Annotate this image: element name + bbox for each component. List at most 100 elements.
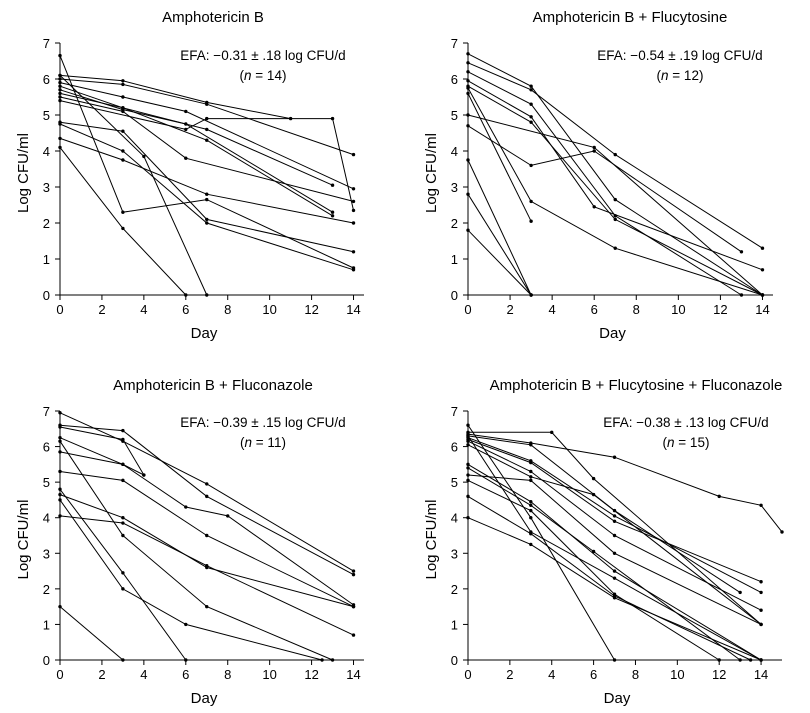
data-point (738, 658, 742, 662)
plus-minus-sign: ± (251, 48, 258, 63)
series-line-14 (467, 424, 615, 661)
x-tick-label: 2 (98, 667, 105, 682)
data-point (529, 84, 533, 88)
data-point (184, 293, 188, 297)
data-point (226, 514, 230, 518)
data-point (121, 129, 125, 133)
data-point (58, 77, 62, 81)
series-line-13 (59, 147, 187, 296)
data-point (330, 214, 335, 218)
data-point (184, 622, 188, 627)
data-point (529, 475, 533, 479)
y-tick-label: 1 (43, 617, 50, 632)
data-point (466, 113, 470, 117)
n-count: = 11) (252, 435, 286, 450)
y-tick-label: 2 (451, 582, 458, 597)
series-line-3 (467, 435, 741, 593)
data-point (717, 658, 721, 662)
data-point (58, 604, 62, 609)
x-tick-label: 0 (56, 667, 63, 682)
n-letter: n (244, 68, 252, 83)
x-tick-label: 2 (506, 667, 513, 682)
data-point (330, 183, 335, 187)
data-point (529, 120, 533, 124)
data-point (205, 116, 209, 121)
data-point (351, 221, 356, 225)
data-point (121, 478, 125, 483)
data-point (760, 293, 765, 297)
series-line-8 (467, 125, 742, 253)
plus-minus-sign: ± (251, 415, 258, 430)
data-point (591, 476, 596, 481)
series-line-15 (467, 435, 762, 661)
series-line-10 (467, 159, 532, 296)
x-tick-label: 8 (633, 302, 640, 317)
chart-panel-3: Amphotericin B + Fluconazole EFA: −0.39 ±… (15, 377, 364, 707)
data-point (58, 84, 62, 88)
y-tick-label: 7 (43, 36, 50, 51)
data-point (205, 533, 209, 538)
data-point (58, 469, 62, 474)
efa-value: EFA: −0.38 (603, 415, 674, 430)
n-count: = 14) (252, 68, 287, 83)
data-point (612, 596, 617, 600)
x-tick-label: 6 (591, 302, 598, 317)
y-tick-label: 1 (43, 252, 50, 267)
chart-panel-1: Amphotericin B EFA: −0.31 ± .18 log CFU/d… (15, 9, 364, 342)
data-point (529, 542, 533, 547)
data-point (466, 158, 470, 162)
series-line-1 (59, 74, 291, 120)
data-point (529, 443, 533, 447)
x-tick-label: 4 (549, 302, 556, 317)
series-line-5 (467, 85, 763, 296)
data-point (529, 500, 533, 504)
x-tick-label: 14 (755, 302, 769, 317)
data-point (612, 551, 617, 555)
data-point (466, 70, 470, 74)
y-tick-label: 6 (43, 72, 50, 87)
x-tick-label: 10 (670, 667, 684, 682)
data-point (205, 482, 209, 486)
series-line-7 (59, 494, 354, 608)
data-point (529, 88, 533, 92)
data-point (121, 658, 125, 662)
y-tick-label: 1 (451, 617, 458, 632)
series-line-11 (467, 193, 532, 296)
efa-annotation: EFA: −0.54 ± .19 log CFU/d (597, 48, 762, 63)
series-line-1 (59, 412, 354, 572)
data-point (592, 205, 596, 209)
series-line-11 (467, 479, 720, 661)
data-point (466, 473, 470, 477)
y-tick-label: 3 (451, 180, 458, 195)
data-point (591, 492, 596, 497)
data-point (58, 492, 62, 497)
series-line-4 (59, 85, 333, 186)
y-tick-label: 5 (451, 108, 458, 123)
data-point (466, 466, 470, 470)
n-open: ( (657, 68, 662, 83)
series-line-3 (467, 71, 742, 296)
series-line-13 (467, 517, 762, 661)
y-axis-label: Log CFU/ml (15, 499, 32, 579)
series-line-12 (59, 606, 124, 661)
series-line-10 (59, 488, 187, 661)
data-point (58, 98, 62, 103)
efa-value: EFA: −0.31 (180, 48, 251, 63)
series-line-2 (467, 62, 763, 249)
n-open: ( (663, 435, 668, 450)
data-point (613, 217, 617, 222)
data-point (529, 469, 533, 474)
data-point (142, 154, 146, 159)
data-point (466, 228, 470, 232)
data-point (738, 590, 742, 595)
x-tick-label: 2 (506, 302, 513, 317)
data-point (58, 411, 62, 415)
efa-sd: .13 log CFU/d (682, 415, 769, 430)
data-point (121, 587, 125, 591)
data-point (612, 514, 617, 518)
series-line-6 (467, 440, 762, 611)
data-point (529, 516, 533, 520)
data-point (205, 293, 209, 297)
data-point (529, 508, 533, 513)
